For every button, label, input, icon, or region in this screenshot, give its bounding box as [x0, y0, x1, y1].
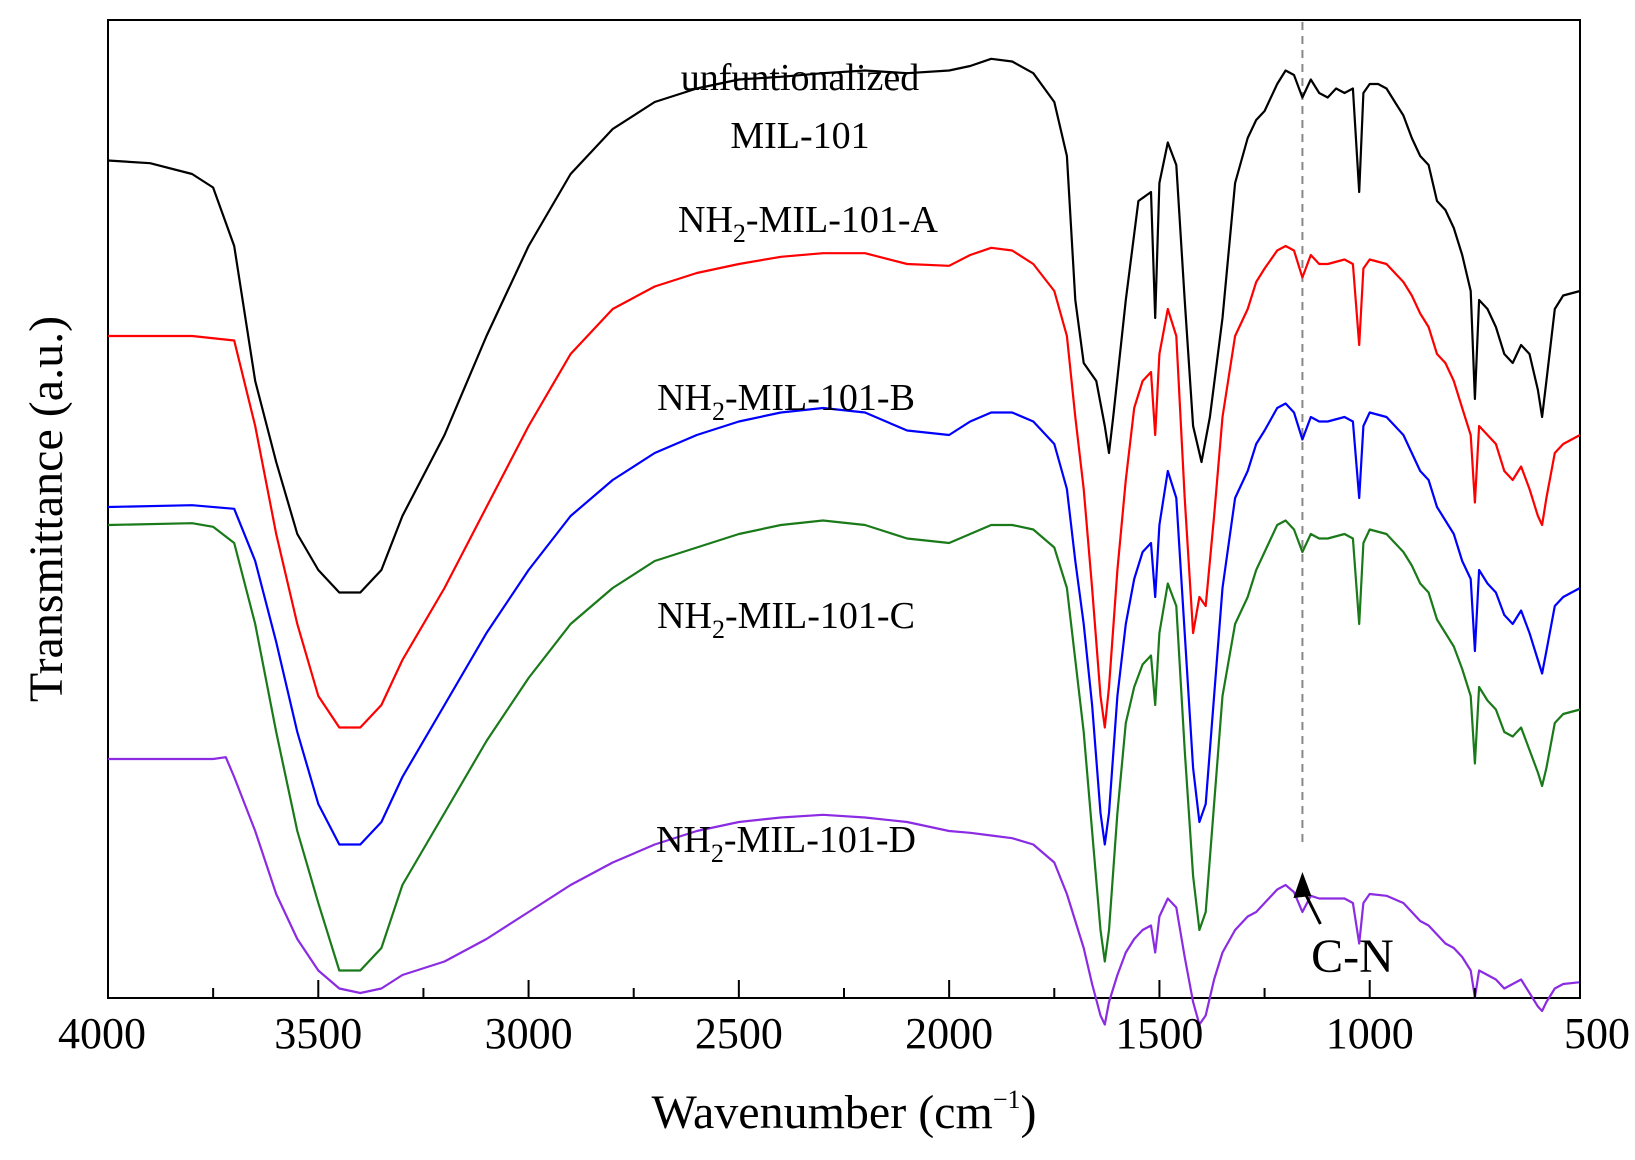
series-label-3: NH2-MIL-101-C: [657, 595, 915, 644]
series-line-1: [108, 244, 1581, 729]
c-n-annotation-label: C-N: [1311, 930, 1394, 983]
series-label-0-line-0: unfuntionalized: [681, 57, 919, 99]
series-label-2: NH2-MIL-101-B: [657, 377, 915, 426]
x-axis-label: Wavenumber (cm−1): [652, 1085, 1037, 1139]
x-tick-label-500: 500: [1564, 1009, 1630, 1058]
c-n-arrow-shaft: [1303, 891, 1322, 925]
series-line-3: [107, 519, 1581, 972]
x-tick-label-1000: 1000: [1326, 1009, 1414, 1058]
x-tick-label-4000: 4000: [58, 1009, 146, 1058]
series-label-group: unfuntionalized MIL-101 NH2-MIL-101-A NH2-M…: [656, 57, 939, 868]
x-tick-label-1500: 1500: [1115, 1009, 1203, 1058]
c-n-arrow-head: [1293, 872, 1312, 898]
x-tick-label-2500: 2500: [695, 1009, 783, 1058]
series-line-4: [108, 756, 1581, 1026]
x-tick-label-3500: 3500: [274, 1009, 362, 1058]
x-tick-label-2000: 2000: [905, 1009, 993, 1058]
series-label-4: NH2-MIL-101-D: [656, 819, 916, 868]
c-n-annotation: C-N: [1293, 872, 1394, 983]
series-group: [107, 57, 1581, 1026]
series-label-0-line-1: MIL-101: [730, 115, 869, 157]
series-line-2: [107, 402, 1581, 846]
series-label-1: NH2-MIL-101-A: [678, 199, 939, 248]
series-line-0: [107, 57, 1581, 594]
x-axis-ticks: 4000 3500 3000 2500 2000 1500 1000 500: [58, 980, 1630, 1058]
x-tick-label-3000: 3000: [485, 1009, 573, 1058]
y-axis-label: Transmittance (a.u.): [20, 316, 73, 702]
